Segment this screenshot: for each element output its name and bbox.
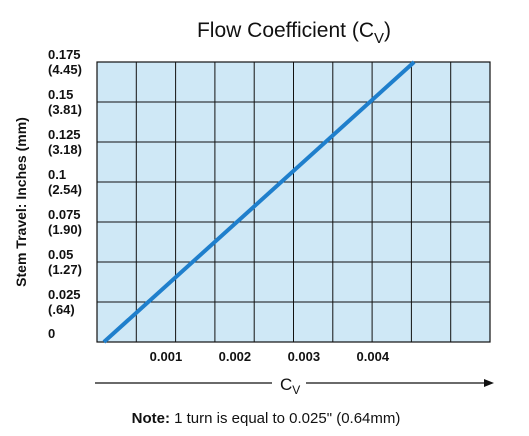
y-tick-label: 0.125 (48, 127, 81, 142)
y-tick-label: 0 (48, 326, 55, 341)
y-tick-label: 0.075 (48, 207, 81, 222)
y-tick-label: 0.05 (48, 247, 73, 262)
note-label: Note: (132, 410, 170, 427)
y-tick-mm-label: (2.54) (48, 182, 82, 197)
note: Note: 1 turn is equal to 0.025" (0.64mm) (132, 410, 401, 427)
note-text: 1 turn is equal to 0.025" (0.64mm) (170, 410, 400, 427)
y-tick-mm-label: (1.27) (48, 262, 82, 277)
y-tick-mm-label: (3.81) (48, 102, 82, 117)
y-tick-label: 0.1 (48, 167, 66, 182)
chart-title: Flow Coefficient (CV) (197, 19, 391, 47)
title-end: ) (384, 19, 391, 42)
x-tick-label: 0.002 (219, 349, 252, 364)
data-line (102, 60, 416, 344)
y-tick-label: 0.025 (48, 287, 81, 302)
y-tick-mm-label: (3.18) (48, 142, 82, 157)
arrow-head (484, 379, 494, 387)
x-tick-label: 0.004 (357, 349, 390, 364)
y-axis-label: Stem Travel: Inches (mm) (13, 117, 29, 287)
y-tick-label: 0.175 (48, 47, 81, 62)
y-tick-label: 0.15 (48, 87, 73, 102)
title-subscript: V (374, 30, 384, 47)
x-tick-label: 0.001 (150, 349, 183, 364)
y-tick-mm-label: (1.90) (48, 222, 82, 237)
y-tick-mm-label: (.64) (48, 302, 75, 317)
x-label-subscript: V (292, 383, 300, 397)
x-axis-label: CV (280, 375, 300, 397)
y-tick-mm-label: (4.45) (48, 62, 82, 77)
title-text: Flow Coefficient (C (197, 19, 374, 42)
x-tick-label: 0.003 (288, 349, 321, 364)
x-label-text: C (280, 375, 292, 394)
